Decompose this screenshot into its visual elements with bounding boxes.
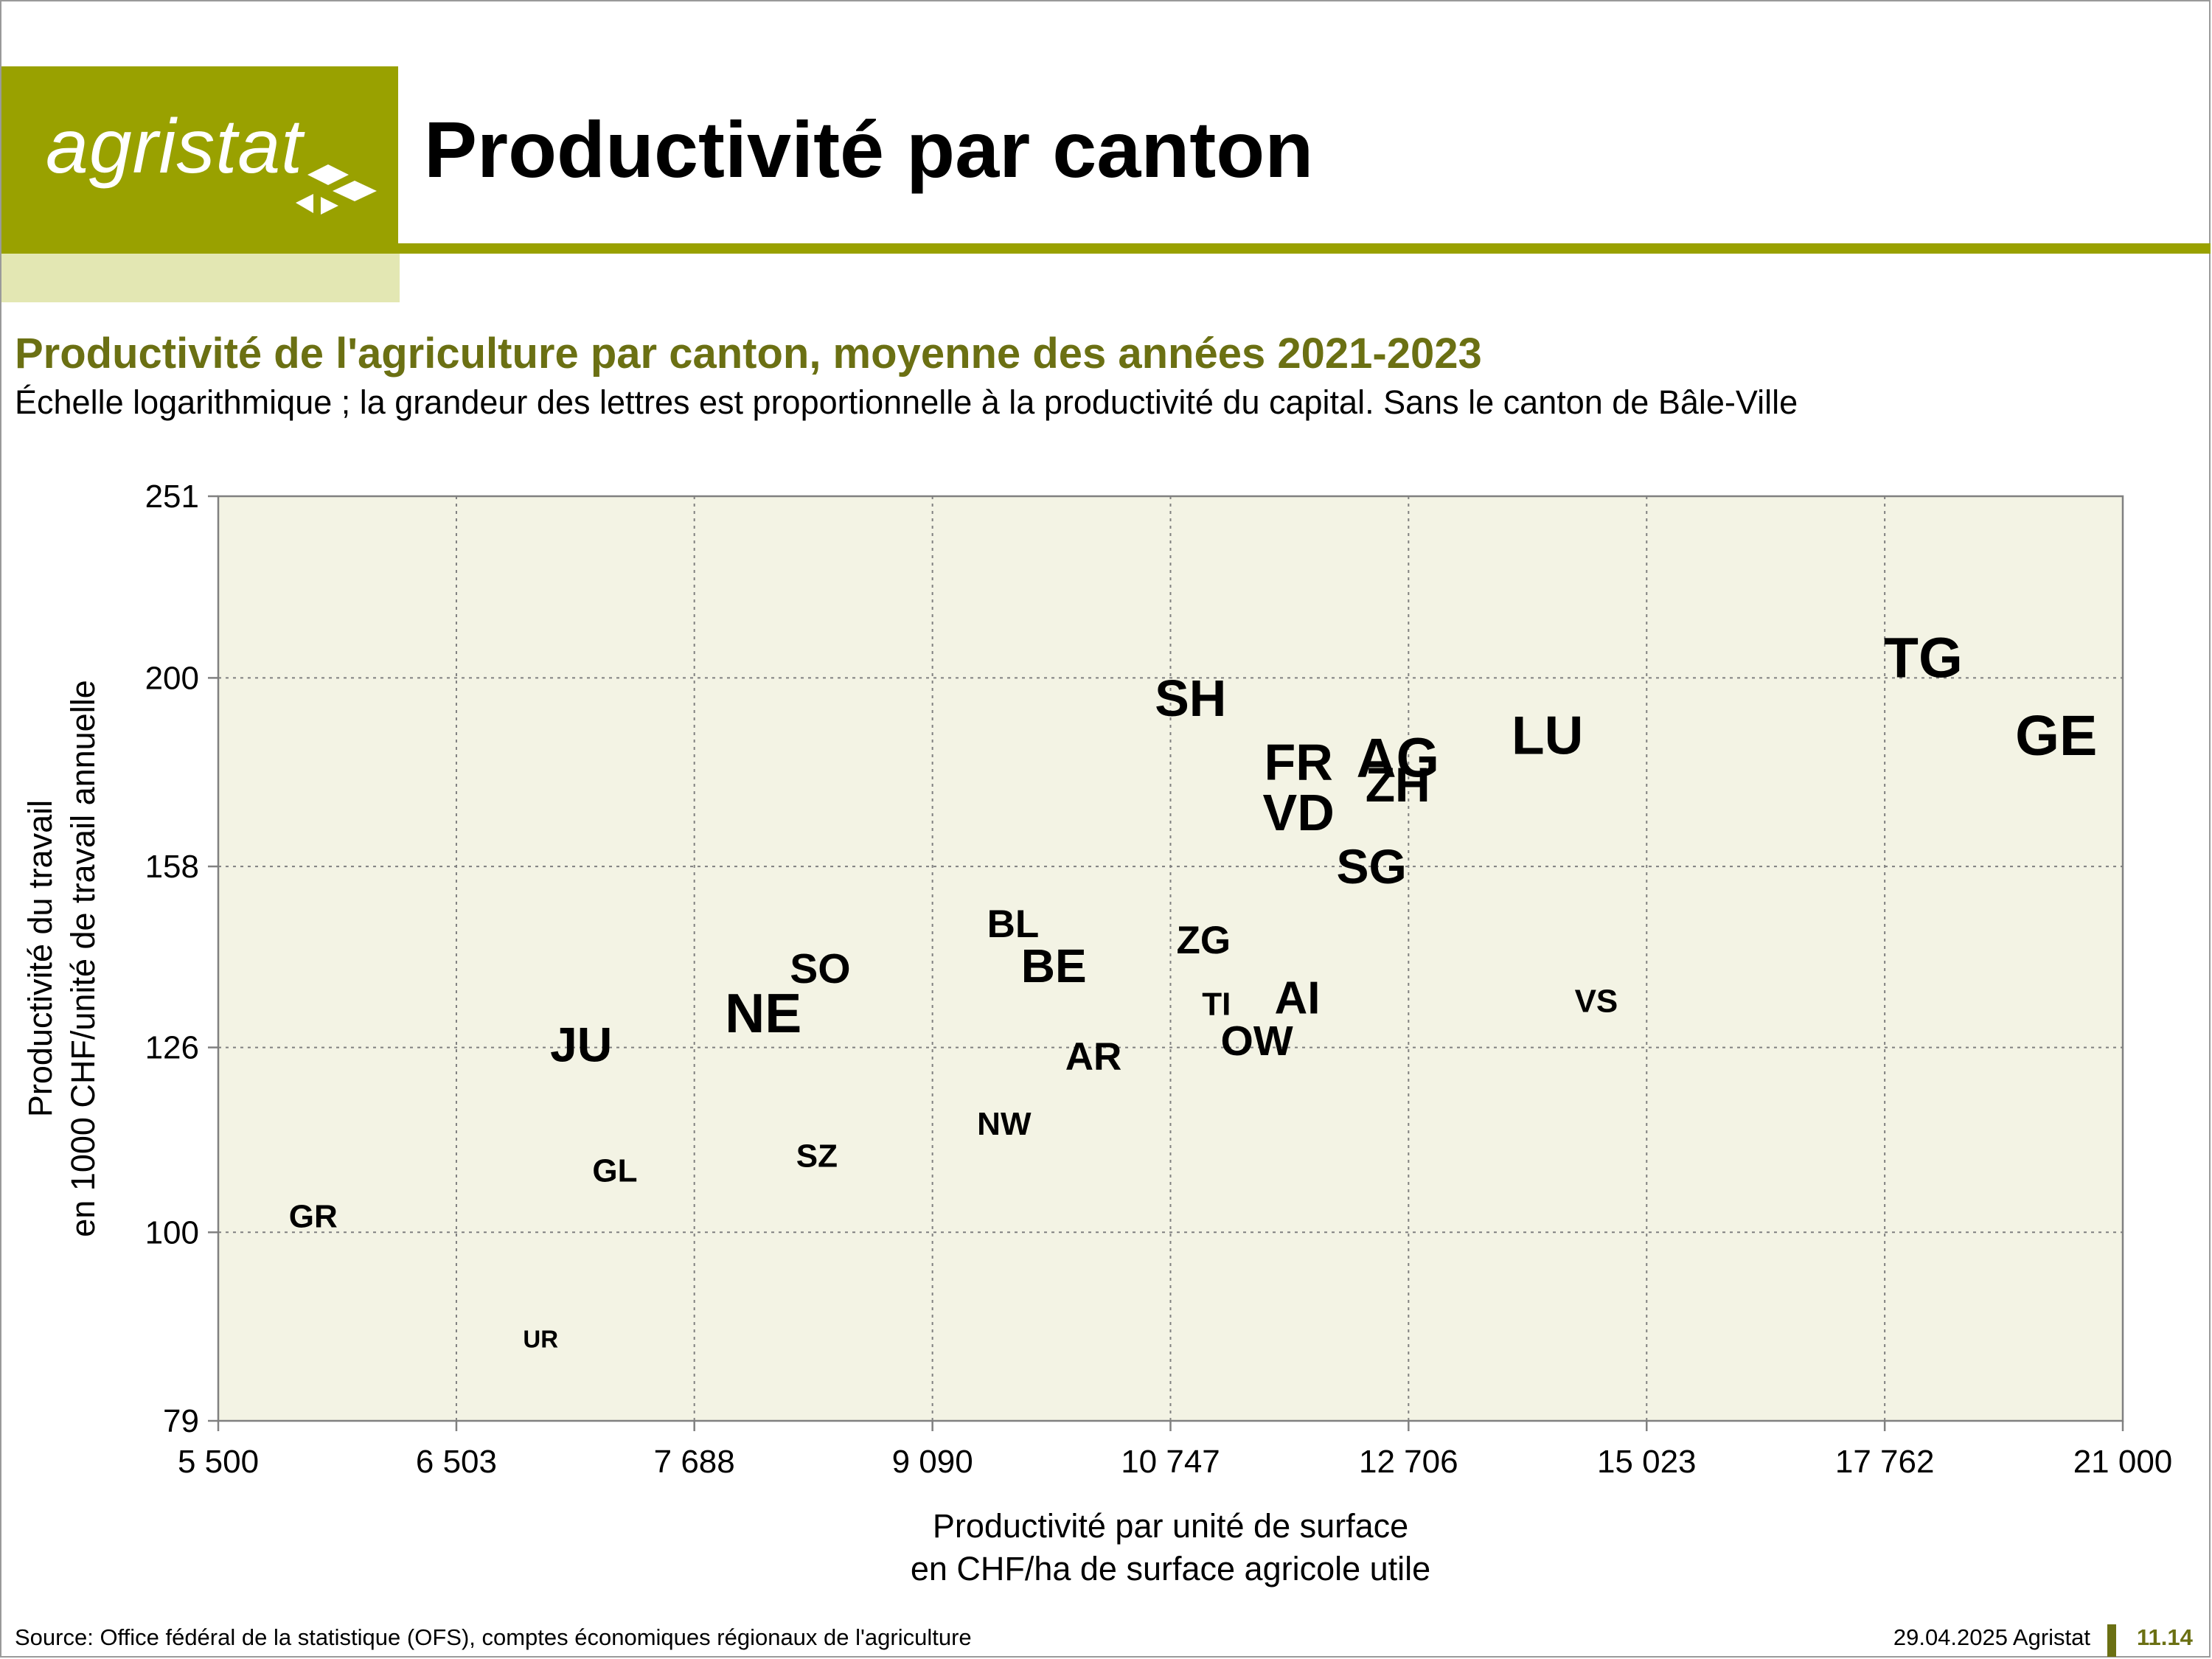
axis-ticks: 5 500 6 503 7 688 9 090 10 747 12 706 15 023 17…: [145, 479, 2173, 1480]
header-rule: [398, 243, 2211, 254]
point-ow: OW: [1221, 1018, 1293, 1065]
footer-date: 29.04.2025 Agristat: [1893, 1624, 2090, 1650]
point-gl: GL: [592, 1152, 637, 1189]
point-sg: SG: [1337, 839, 1407, 894]
y-tick-label: 158: [145, 849, 199, 885]
point-ti: TI: [1202, 986, 1231, 1022]
point-fr: FR: [1264, 734, 1332, 791]
logo-underlay: [1, 254, 400, 302]
footer-source: Source: Office fédéral de la statistique…: [15, 1624, 972, 1650]
x-tick-label: 17 762: [1835, 1444, 1935, 1480]
axis-titles: Productivité par unité de surface en CHF/…: [21, 680, 1430, 1587]
y-tick-label: 100: [145, 1214, 199, 1251]
point-sz: SZ: [796, 1138, 838, 1174]
point-ag: AG: [1356, 727, 1439, 789]
point-bl: BL: [987, 902, 1040, 946]
point-ar: AR: [1065, 1035, 1122, 1079]
x-axis-title-line: en CHF/ha de surface agricole utile: [911, 1550, 1430, 1587]
scatter-chart: 5 500 6 503 7 688 9 090 10 747 12 706 15 023 17…: [21, 479, 2173, 1587]
y-tick-label: 200: [145, 660, 199, 696]
point-ne: NE: [725, 982, 801, 1044]
x-tick-label: 10 747: [1121, 1444, 1220, 1480]
chart-title: Productivité de l'agriculture par canton…: [15, 330, 1482, 378]
x-tick-label: 6 503: [416, 1444, 497, 1480]
plot-area: [218, 496, 2123, 1421]
x-tick-label: 5 500: [178, 1444, 259, 1480]
footer-page-number: 11.14: [2137, 1624, 2193, 1650]
point-nw: NW: [977, 1106, 1032, 1142]
x-tick-label: 9 090: [892, 1444, 973, 1480]
point-sh: SH: [1155, 669, 1226, 727]
logo-text: agristat: [46, 104, 304, 189]
x-tick-label: 21 000: [2073, 1444, 2173, 1480]
point-so: SO: [790, 945, 850, 992]
x-tick-label: 12 706: [1359, 1444, 1458, 1480]
point-tg: TG: [1884, 627, 1963, 690]
point-zh: ZH: [1366, 757, 1430, 812]
point-gr: GR: [289, 1198, 338, 1234]
point-be: BE: [1021, 939, 1087, 992]
point-vs: VS: [1575, 983, 1618, 1019]
x-tick-label: 7 688: [654, 1444, 735, 1480]
x-tick-label: 15 023: [1597, 1444, 1697, 1480]
chart-subtitle: Échelle logarithmique ; la grandeur des …: [15, 383, 1798, 421]
y-tick-label: 126: [145, 1030, 199, 1066]
point-vd: VD: [1263, 784, 1335, 841]
page-title: Productivité par canton: [424, 105, 1314, 194]
point-lu: LU: [1512, 706, 1583, 766]
y-tick-label: 79: [163, 1403, 199, 1439]
point-ur: UR: [523, 1326, 558, 1353]
point-zg: ZG: [1177, 919, 1231, 962]
logo-mark-icon: [296, 164, 377, 215]
y-axis-title-line: en 1000 CHF/unité de travail annuelle: [64, 680, 102, 1237]
logo-block: [1, 66, 398, 254]
point-ju: JU: [550, 1017, 612, 1071]
y-tick-label: 251: [145, 479, 199, 515]
y-axis-title-line: Productivité du travail: [21, 800, 59, 1117]
footer-divider: [2107, 1624, 2116, 1657]
point-ai: AI: [1275, 973, 1321, 1023]
grid-lines: [218, 496, 2123, 1421]
point-ge: GE: [2015, 704, 2097, 768]
x-axis-title-line: Productivité par unité de surface: [933, 1507, 1408, 1545]
